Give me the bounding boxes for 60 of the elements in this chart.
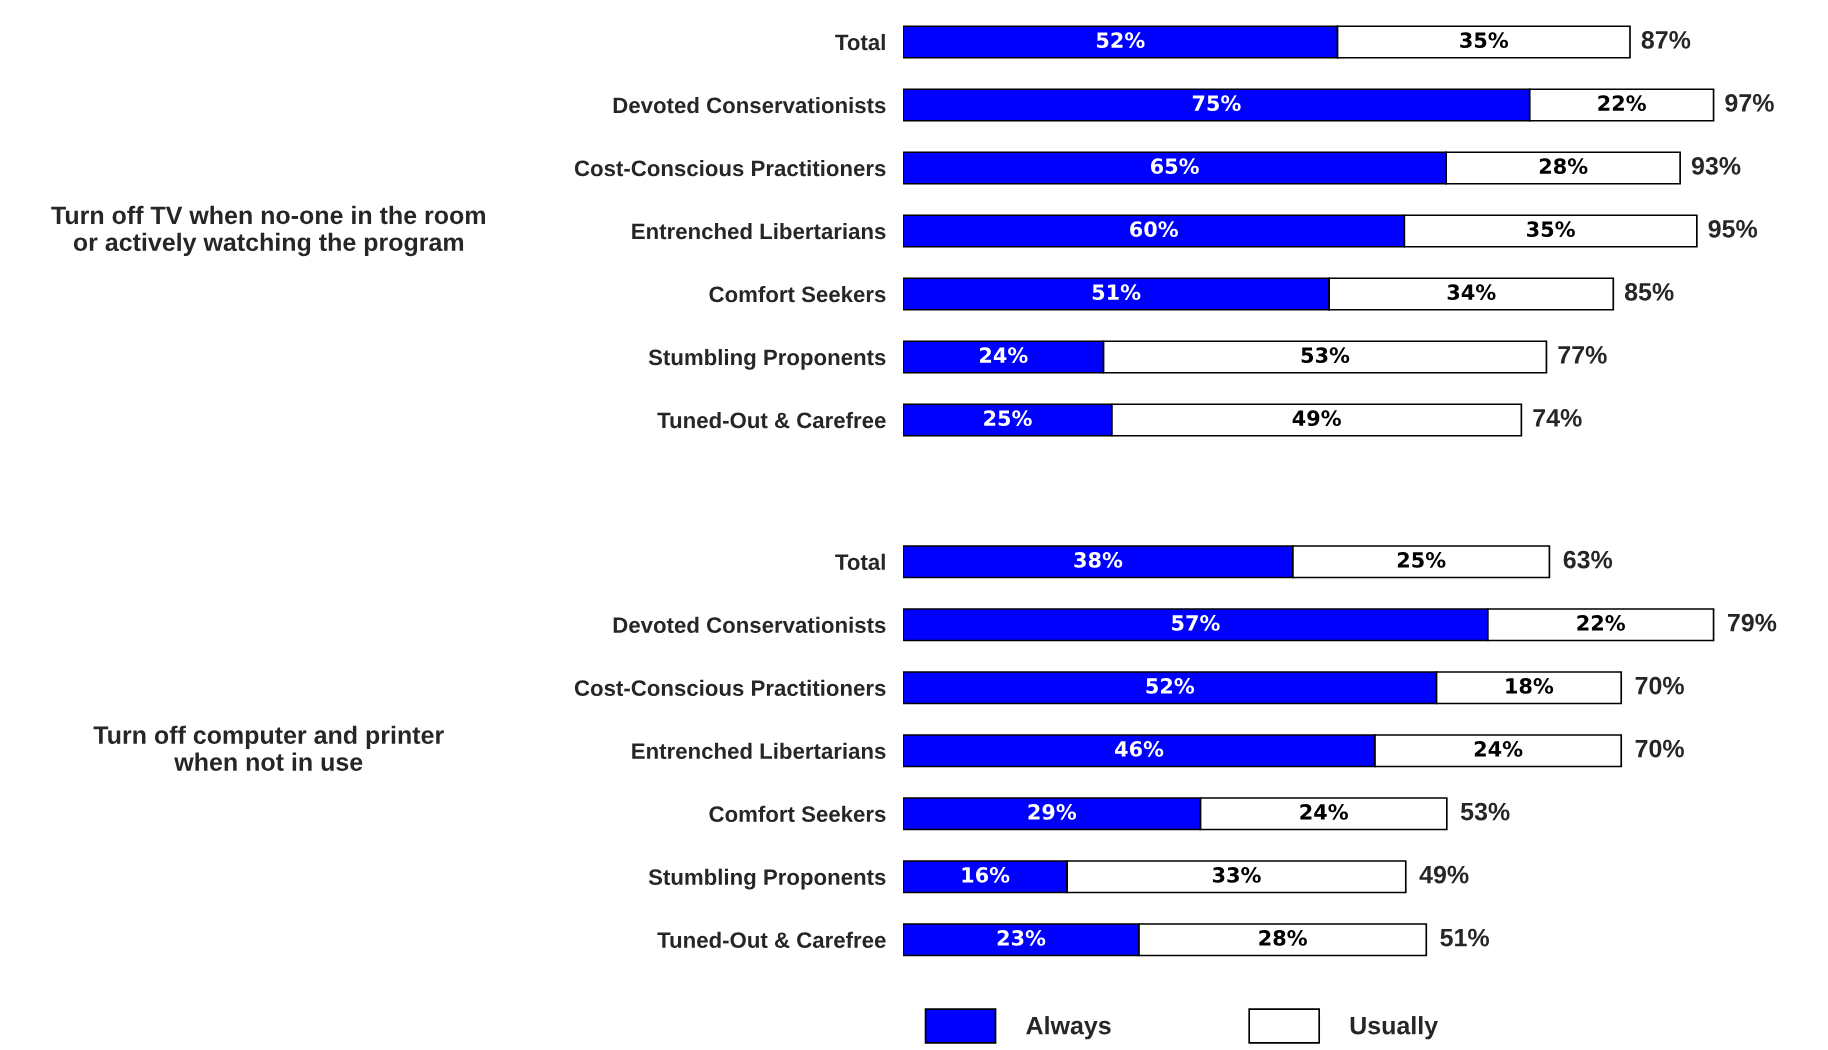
- y-tick-label: Comfort Seekers: [709, 285, 886, 303]
- data-label: 51%: [1092, 284, 1141, 301]
- total-label: 49%: [1419, 865, 1469, 884]
- data-label: 22%: [1598, 95, 1646, 112]
- data-label: 16%: [962, 867, 1010, 883]
- data-label: 28%: [1259, 930, 1307, 946]
- y-tick-label: Entrenched Libertarians: [632, 222, 886, 240]
- data-label: 33%: [1212, 867, 1261, 883]
- y-tick-label: Stumbling Proponents: [648, 348, 886, 370]
- data-label: 52%: [1146, 678, 1195, 694]
- data-label: 23%: [997, 930, 1046, 946]
- data-label: 22%: [1577, 615, 1625, 631]
- total-label: 87%: [1641, 31, 1691, 49]
- total-label: 51%: [1440, 928, 1489, 947]
- y-axis-title: Turn off computer and printer when not in use: [93, 725, 444, 771]
- data-label: 35%: [1527, 221, 1575, 238]
- data-label: 25%: [984, 410, 1032, 427]
- y-tick-label: Comfort Seekers: [709, 805, 886, 823]
- total-label: 79%: [1727, 613, 1777, 632]
- y-tick-label: Devoted Conservationists: [613, 96, 886, 114]
- data-label: 52%: [1096, 32, 1145, 49]
- total-label: 74%: [1533, 409, 1582, 427]
- data-label: 24%: [1474, 741, 1523, 757]
- data-label: 65%: [1150, 158, 1199, 175]
- data-label: 18%: [1506, 678, 1554, 694]
- y-axis-title: Turn off TV when no-one in the room or actively watching the program: [51, 205, 485, 257]
- data-label: 28%: [1539, 158, 1588, 175]
- y-tick-label: Tuned-Out & Carefree: [657, 411, 886, 429]
- legend-label: Always: [1026, 1016, 1111, 1040]
- data-label: 60%: [1130, 221, 1178, 238]
- total-label: 85%: [1624, 283, 1674, 301]
- data-label: 24%: [1300, 804, 1348, 820]
- data-label: 34%: [1447, 284, 1496, 301]
- data-label: 25%: [1397, 552, 1446, 568]
- y-tick-label: Tuned-Out & Carefree: [657, 931, 886, 949]
- data-label: 75%: [1192, 95, 1241, 112]
- total-label: 53%: [1460, 802, 1510, 821]
- total-label: 97%: [1725, 94, 1774, 112]
- y-tick-label: Total: [835, 553, 885, 571]
- total-label: 95%: [1708, 220, 1758, 238]
- data-label: 38%: [1074, 552, 1123, 568]
- total-label: 63%: [1563, 550, 1613, 569]
- y-tick-label: Cost-Conscious Practitioners: [574, 679, 886, 697]
- total-label: 93%: [1691, 157, 1741, 175]
- data-label: 29%: [1028, 804, 1077, 820]
- data-label: 57%: [1172, 615, 1220, 631]
- data-label: 49%: [1292, 410, 1341, 427]
- data-label: 53%: [1301, 347, 1350, 364]
- total-label: 70%: [1635, 739, 1684, 758]
- y-tick-label: Cost-Conscious Practitioners: [574, 159, 886, 177]
- data-label: 24%: [980, 347, 1028, 364]
- data-label: 46%: [1115, 741, 1164, 757]
- legend-label: Usually: [1350, 1016, 1438, 1040]
- total-label: 70%: [1635, 676, 1684, 695]
- y-tick-label: Entrenched Libertarians: [632, 742, 886, 760]
- y-tick-label: Total: [835, 33, 885, 51]
- y-tick-label: Stumbling Proponents: [648, 868, 886, 890]
- y-tick-label: Devoted Conservationists: [613, 616, 886, 634]
- data-label: 35%: [1460, 32, 1509, 49]
- total-label: 77%: [1558, 346, 1607, 364]
